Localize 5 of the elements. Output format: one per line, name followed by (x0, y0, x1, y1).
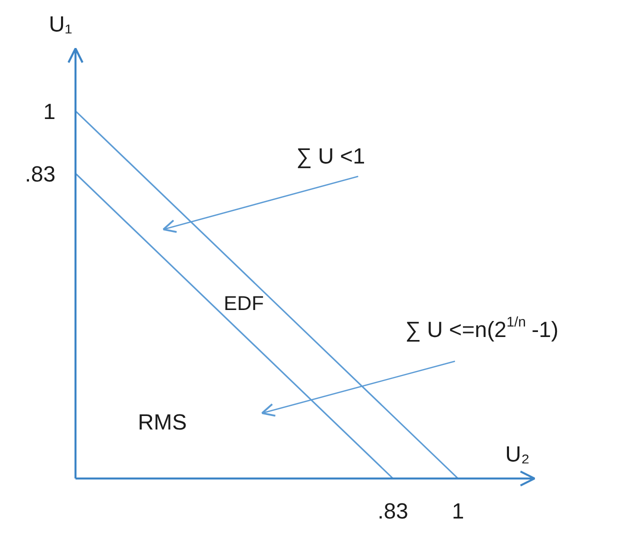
x-axis-title: U₂ (505, 442, 530, 466)
y-axis-title: U₁ (48, 12, 72, 36)
annotation: ∑ U <1 (296, 143, 366, 168)
annotation: EDF (224, 292, 264, 315)
annotation: RMS (138, 409, 187, 434)
